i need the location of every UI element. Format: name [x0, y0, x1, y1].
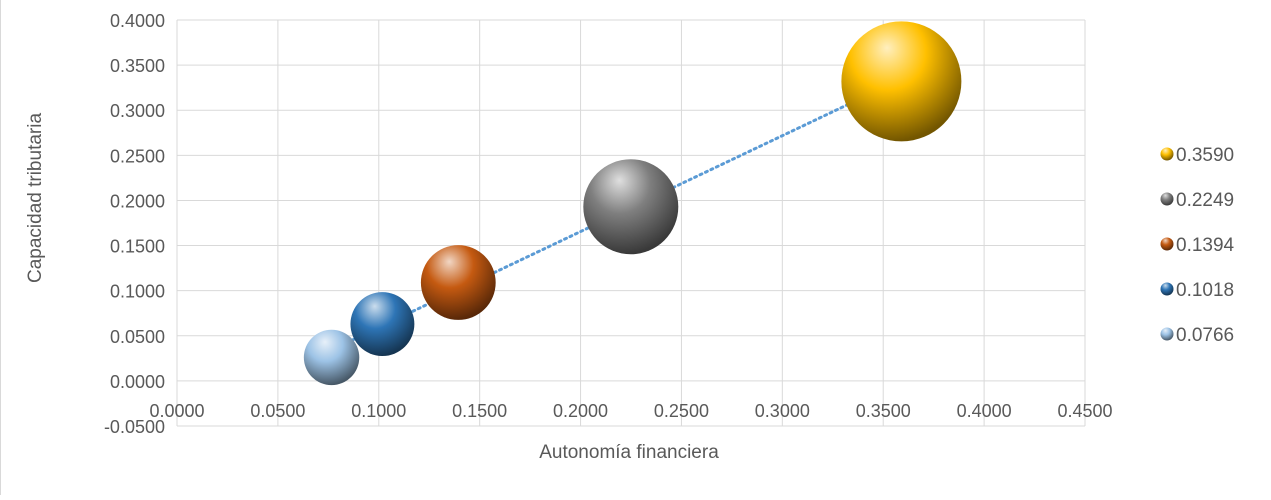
bubbles: [303, 21, 962, 386]
x-tick-label: 0.4500: [1057, 401, 1112, 421]
x-tick-label: 0.0000: [149, 401, 204, 421]
legend-marker: [1160, 327, 1174, 341]
x-tick-label: 0.2000: [553, 401, 608, 421]
legend-marker: [1160, 237, 1174, 251]
y-tick-label: 0.3000: [110, 101, 165, 121]
legend-label: 0.2249: [1176, 190, 1234, 211]
y-tick-label: 0.0000: [110, 372, 165, 392]
legend-label: 0.1394: [1176, 235, 1235, 256]
x-tick-label: 0.1500: [452, 401, 507, 421]
y-tick-label: 0.1000: [110, 282, 165, 302]
legend-label: 0.3590: [1176, 145, 1234, 166]
y-tick-label: 0.2500: [110, 146, 165, 166]
legend-label: 0.0766: [1176, 325, 1234, 346]
x-tick-label: 0.0500: [250, 401, 305, 421]
x-tick-label: 0.3500: [856, 401, 911, 421]
x-tick-label: 0.3000: [755, 401, 810, 421]
bubble-0.1394: [420, 245, 496, 320]
x-axis-label: Autonomía financiera: [539, 442, 719, 463]
legend-marker: [1160, 147, 1174, 161]
bubble-0.2249: [583, 159, 679, 255]
legend: 0.3590 0.2249 0.1394 0.1018 0.0766: [1160, 145, 1235, 346]
bubble-0.3590: [841, 21, 962, 142]
y-axis-label: Capacidad tributaria: [25, 113, 46, 283]
x-tick-label: 0.2500: [654, 401, 709, 421]
y-tick-label: 0.1500: [110, 237, 165, 257]
y-tick-label: 0.3500: [110, 56, 165, 76]
y-tick-label: -0.0500: [104, 417, 165, 437]
x-axis-ticks: 0.0000 0.0500 0.1000 0.1500 0.2000 0.2500 0.30…: [149, 401, 1112, 421]
y-tick-label: 0.4000: [110, 11, 165, 31]
legend-marker: [1160, 192, 1174, 206]
x-tick-label: 0.4000: [957, 401, 1012, 421]
y-tick-label: 0.0500: [110, 327, 165, 347]
y-tick-label: 0.2000: [110, 191, 165, 211]
y-axis-ticks: -0.0500 0.0000 0.0500 0.1000 0.1500 0.2000 0.2…: [104, 11, 165, 437]
x-tick-label: 0.1000: [351, 401, 406, 421]
bubble-0.1018: [350, 292, 415, 356]
legend-marker: [1160, 282, 1174, 296]
bubble-0.0766: [303, 329, 360, 386]
legend-label: 0.1018: [1176, 280, 1234, 301]
